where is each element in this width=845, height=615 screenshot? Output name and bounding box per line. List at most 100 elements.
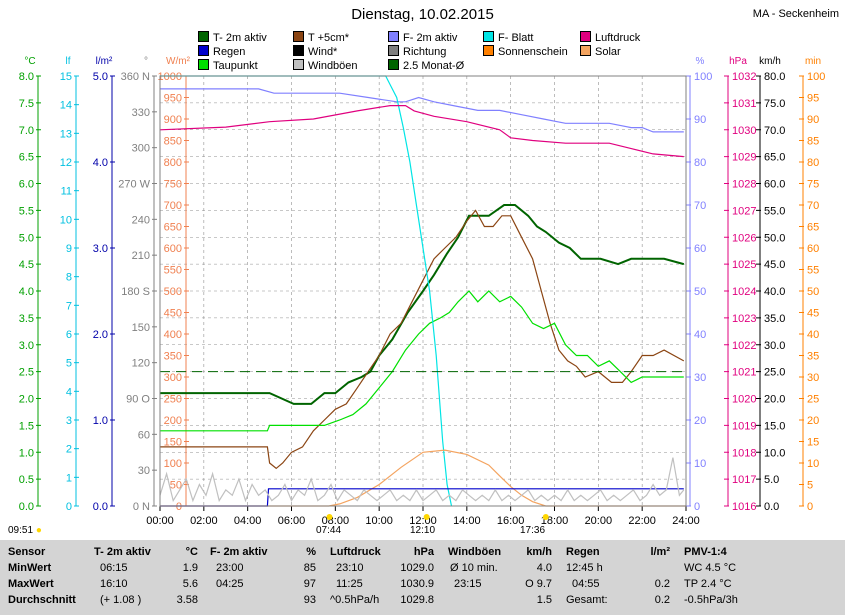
rain-max-value: 0.2 <box>654 578 670 590</box>
solar-tick-label: 450 <box>164 308 182 320</box>
legend-swatch <box>580 31 591 42</box>
hum-max-value: 97 <box>303 578 316 590</box>
stats-unit-hum: % <box>306 546 316 558</box>
dir-axis-header: ° <box>144 56 148 67</box>
rain-axis-header: l/m² <box>96 56 113 67</box>
lf-tick-label: 5 <box>66 358 72 370</box>
min-tick-label: 75 <box>807 179 819 191</box>
lf-tick-label: 13 <box>60 128 72 140</box>
legend-label: Wind* <box>308 46 338 58</box>
stats-table: Sensor MinWert MaxWert Durchschnitt T- 2… <box>0 540 845 615</box>
solar-tick-label: 850 <box>164 136 182 148</box>
legend-label: Sonnenschein <box>498 46 568 58</box>
wind-avg-value: 1.5 <box>536 594 552 606</box>
lf-tick-label: 1 <box>66 472 72 484</box>
lf-tick-label: 4 <box>66 386 72 398</box>
x-tick-label: 06:00 <box>278 515 306 527</box>
legend-item: Luftdruck <box>580 31 640 44</box>
lf-tick-label: 3 <box>66 415 72 427</box>
series-solar <box>160 449 686 507</box>
wind-tick-label: 70.0 <box>764 125 785 137</box>
solar-tick-label: 350 <box>164 351 182 363</box>
hum-tick-label: 100 <box>694 71 712 83</box>
x-tick-label: 02:00 <box>190 515 218 527</box>
solar-tick-label: 600 <box>164 243 182 255</box>
press-tick-label: 1023 <box>732 313 756 325</box>
solar-tick-label: 650 <box>164 222 182 234</box>
hum-avg-value: 93 <box>303 594 316 606</box>
stats-label-max: MaxWert <box>8 578 54 590</box>
wind-tick-label: 50.0 <box>764 232 785 244</box>
legend-swatch <box>293 59 304 70</box>
sunrise-time: 07:44 <box>316 525 342 536</box>
wind-tick-label: 15.0 <box>764 420 785 432</box>
rain-total-label: Gesamt: <box>566 594 608 606</box>
rain-max-time: 04:55 <box>572 578 600 590</box>
legend-label: Richtung <box>403 46 447 58</box>
solar-tick-label: 0 <box>176 501 182 513</box>
press-tick-label: 1021 <box>732 367 756 379</box>
hum-min-time: 23:00 <box>216 562 244 574</box>
wind-tick-label: 20.0 <box>764 394 785 406</box>
min-tick-label: 65 <box>807 222 819 234</box>
hum-axis-header: % <box>696 56 705 67</box>
press-tick-label: 1031 <box>732 98 756 110</box>
min-tick-label: 20 <box>807 415 819 427</box>
hum-min-value: 85 <box>303 562 316 574</box>
lf-tick-label: 14 <box>60 100 72 112</box>
wind-tick-label: 25.0 <box>764 367 785 379</box>
lf-tick-label: 7 <box>66 300 72 312</box>
hum-tick-label: 40 <box>694 329 706 341</box>
rain-tick-label: 1.0 <box>93 415 108 427</box>
lf-tick-label: 0 <box>66 501 72 513</box>
solar-tick-label: 900 <box>164 114 182 126</box>
series-f-blatt <box>160 75 453 507</box>
x-tick-label: 22:00 <box>628 515 656 527</box>
min-tick-label: 35 <box>807 351 819 363</box>
wind-tick-label: 75.0 <box>764 98 785 110</box>
min-tick-label: 95 <box>807 93 819 105</box>
pmv-dewpoint: TP 2.4 °C <box>684 578 732 590</box>
stats-unit-press: hPa <box>413 546 434 558</box>
min-tick-label: 5 <box>807 480 813 492</box>
legend-label: F- 2m aktiv <box>403 32 458 44</box>
legend-item: Taupunkt <box>198 59 258 72</box>
press-tick-label: 1024 <box>732 286 756 298</box>
min-axis-header: min <box>805 56 821 67</box>
lf-tick-label: 9 <box>66 243 72 255</box>
dir-tick-label: 240 <box>132 214 150 226</box>
legend-swatch <box>388 45 399 56</box>
legend-label: Regen <box>213 46 246 58</box>
noon-time: 12:10 <box>410 525 436 536</box>
solar-tick-label: 550 <box>164 265 182 277</box>
dir-tick-label: 210 <box>132 250 150 262</box>
stats-header-hum: F- 2m aktiv <box>210 546 268 558</box>
press-tick-label: 1032 <box>732 71 756 83</box>
temp-tick-label: 4.0 <box>19 286 34 298</box>
wind-tick-label: 40.0 <box>764 286 785 298</box>
press-tick-label: 1018 <box>732 447 756 459</box>
dir-tick-label: 30 <box>138 465 150 477</box>
legend-swatch <box>388 59 399 70</box>
dir-tick-label: 60 <box>138 429 150 441</box>
min-tick-label: 50 <box>807 286 819 298</box>
lf-tick-label: 10 <box>60 214 72 226</box>
lf-tick-label: 8 <box>66 272 72 284</box>
sunrise-marker <box>326 514 333 520</box>
pmv-pressure-trend: -0.5hPa/3h <box>684 594 738 606</box>
temp-tick-label: 1.0 <box>19 447 34 459</box>
legend-item: Richtung <box>388 45 446 58</box>
stats-label-min: MinWert <box>8 562 52 574</box>
legend-swatch <box>198 45 209 56</box>
legend-swatch <box>198 59 209 70</box>
press-tick-label: 1025 <box>732 259 756 271</box>
solar-tick-label: 800 <box>164 157 182 169</box>
min-tick-label: 40 <box>807 329 819 341</box>
press-max-value: 1030.9 <box>400 578 434 590</box>
temp-tick-label: 2.5 <box>19 367 34 379</box>
stats-header-wind: Windböen <box>448 546 502 558</box>
min-tick-label: 90 <box>807 114 819 126</box>
wind-tick-label: 30.0 <box>764 340 785 352</box>
hum-max-time: 04:25 <box>216 578 244 590</box>
lf-tick-label: 11 <box>61 186 72 198</box>
